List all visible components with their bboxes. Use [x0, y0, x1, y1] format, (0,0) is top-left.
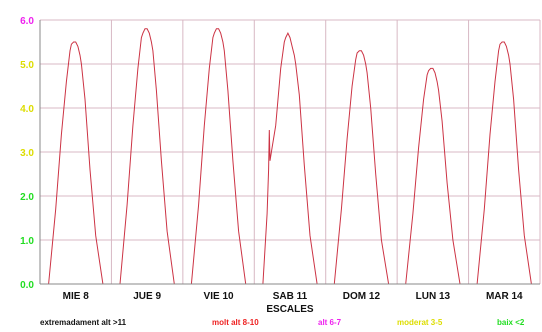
series-line — [48, 28, 532, 285]
legend-item-extreme: extremadament alt >11 — [40, 318, 127, 327]
x-tick-label: VIE 10 — [204, 291, 234, 302]
uv-index-chart: 0.0 1.0 2.0 3.0 4.0 5.0 6.0 MIE 8 JUE 9 VIE 10 SA… — [20, 16, 541, 315]
y-tick-label: 5.0 — [20, 60, 34, 71]
legend-item-low: baix <2 — [497, 318, 525, 327]
x-axis-ticks: MIE 8 JUE 9 VIE 10 SAB 11 DOM 12 LUN 13 MAR 14 — [63, 291, 523, 302]
x-tick-label: LUN 13 — [416, 291, 451, 302]
x-axis-label: ESCALES — [266, 304, 314, 315]
legend-item-moderate: moderat 3-5 — [397, 318, 443, 327]
x-tick-label: MIE 8 — [63, 291, 90, 302]
legend-item-very-high: molt alt 8-10 — [212, 318, 259, 327]
x-tick-label: MAR 14 — [486, 291, 523, 302]
y-tick-label: 3.0 — [20, 148, 34, 159]
y-tick-label: 1.0 — [20, 236, 34, 247]
y-tick-label: 0.0 — [20, 280, 34, 291]
y-axis-ticks: 0.0 1.0 2.0 3.0 4.0 5.0 6.0 — [20, 16, 34, 291]
legend-item-high: alt 6-7 — [318, 318, 342, 327]
grid-lines — [40, 19, 541, 284]
uv-index-line — [48, 28, 532, 285]
y-tick-label: 4.0 — [20, 104, 34, 115]
x-tick-label: DOM 12 — [343, 291, 381, 302]
legend: extremadament alt >11 molt alt 8-10 alt … — [0, 318, 542, 332]
y-tick-label: 2.0 — [20, 192, 34, 203]
x-tick-label: JUE 9 — [133, 291, 161, 302]
x-tick-label: SAB 11 — [273, 291, 308, 302]
y-tick-label: 6.0 — [20, 16, 34, 27]
